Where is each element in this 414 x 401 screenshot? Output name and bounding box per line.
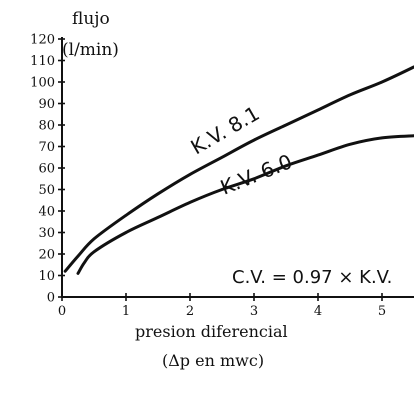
y-tick-label: 10 [38,269,55,284]
y-tick-label: 30 [38,226,55,241]
series-label-kv81: K.V. 8.1 [187,101,264,159]
y-axis-label-line1: flujo [72,9,110,29]
y-tick-label: 40 [38,205,55,220]
x-axis-title: presion diferencial (Δp en mwc) [135,322,288,370]
y-axis-ticks: 0 10 20 30 40 50 60 70 80 90 100 110 120 [30,33,65,306]
y-tick-label: 0 [47,291,55,306]
y-tick-label: 20 [38,248,55,263]
y-tick-label: 120 [30,33,55,48]
series-line-kv60 [76,134,414,275]
y-tick-label: 80 [38,119,55,134]
y-tick-label: 60 [38,162,55,177]
x-axis-label-line2: (Δp en mwc) [162,351,264,370]
formula-annotation: C.V. = 0.97 × K.V. [232,267,392,288]
x-tick-label: 3 [250,304,258,319]
y-tick-label: 110 [30,54,55,69]
series-line-kv81 [63,65,414,273]
y-tick-label: 90 [38,97,55,112]
x-tick-label: 2 [186,304,194,319]
x-axis-label-line1: presion diferencial [135,322,288,341]
x-tick-label: 0 [58,304,66,319]
series-label-kv60: K.V. 6.0 [217,149,296,199]
series-layer [63,65,414,275]
y-tick-label: 70 [38,140,55,155]
x-tick-label: 4 [314,304,322,319]
x-tick-label: 5 [378,304,386,319]
y-axis-label-line2: (l/min) [62,40,119,60]
x-tick-label: 1 [122,304,130,319]
y-tick-label: 50 [38,183,55,198]
y-axis-title: flujo (l/min) [62,9,119,60]
y-tick-label: 100 [30,76,55,91]
